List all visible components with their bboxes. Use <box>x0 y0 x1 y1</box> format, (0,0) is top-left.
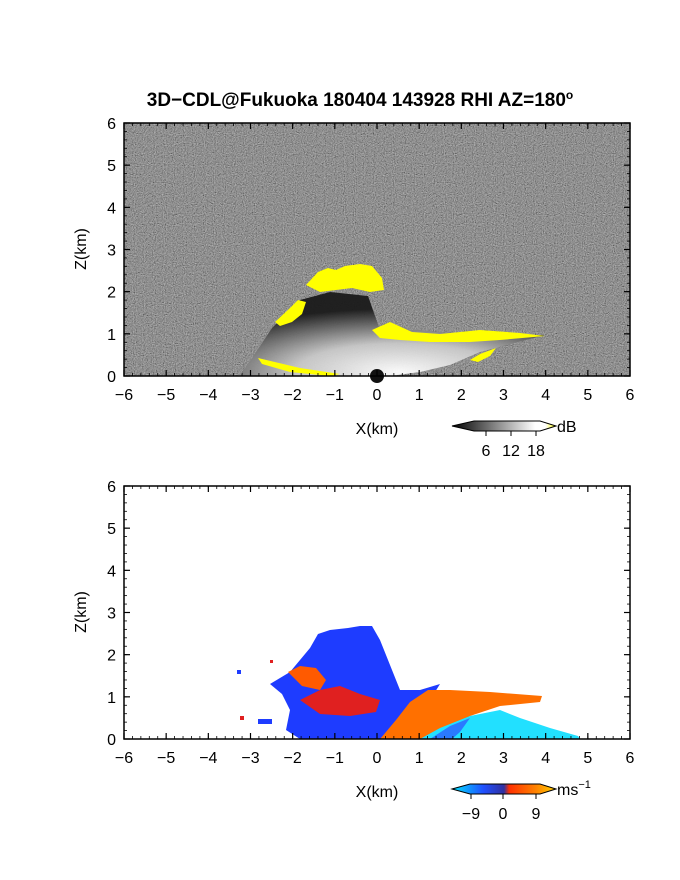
panel-1-axes: −6 −5 −4 −3 −2 −1 0 1 2 3 4 5 6 0 1 2 3 4 5 6 <box>107 116 634 404</box>
colorbar-1-unit: dB <box>557 419 577 436</box>
y-tick-label: 0 <box>107 369 116 386</box>
y-axis-label: Z(km) <box>73 591 90 633</box>
x-tick-label: −2 <box>284 750 302 767</box>
x-tick-label: 2 <box>457 750 466 767</box>
x-tick-label: 5 <box>583 387 592 404</box>
y-tick-label: 0 <box>107 732 116 749</box>
y-tick-label: 6 <box>107 116 116 133</box>
x-tick-label: 1 <box>415 750 424 767</box>
x-tick-label: −1 <box>326 750 344 767</box>
x-tick-label: 0 <box>373 750 382 767</box>
velocity-blue-mid <box>430 718 470 739</box>
y-tick-label: 3 <box>107 606 116 623</box>
y-tick-label: 3 <box>107 243 116 260</box>
colorbar-1-tick: 18 <box>527 443 545 460</box>
x-tick-label: 1 <box>415 387 424 404</box>
panel-2-axes: −6 −5 −4 −3 −2 −1 0 1 2 3 4 5 6 0 1 2 3 4 5 6 <box>107 479 634 767</box>
x-tick-label: 6 <box>626 387 635 404</box>
x-tick-label: −1 <box>326 387 344 404</box>
x-tick-label: −3 <box>241 387 259 404</box>
echo-upper-left <box>275 300 306 326</box>
x-tick-label: −5 <box>157 750 175 767</box>
echo-cloud-top <box>306 264 384 292</box>
colorbar-1-tick: 6 <box>482 443 491 460</box>
x-tick-label: 3 <box>499 387 508 404</box>
echo-ground-line <box>258 358 340 376</box>
velocity-outflow <box>380 690 542 739</box>
x-axis-label: X(km) <box>356 421 399 438</box>
colorbar-1: 6 12 18 dB <box>451 419 577 460</box>
colorbar-2-tick: 0 <box>499 806 508 823</box>
velocity-red-upper-left <box>288 666 326 690</box>
colorbar-2: −9 0 9 ms−1 <box>450 779 591 823</box>
x-tick-label: −3 <box>241 750 259 767</box>
panel-1-plot-area <box>123 122 631 383</box>
y-tick-label: 1 <box>107 327 116 344</box>
y-tick-label: 4 <box>107 200 116 217</box>
colorbar-2-tick: −9 <box>462 806 480 823</box>
colorbar-1-tick: 12 <box>502 443 520 460</box>
x-tick-label: −5 <box>157 387 175 404</box>
echo-anvil <box>372 322 545 342</box>
y-tick-label: 1 <box>107 690 116 707</box>
x-tick-label: −6 <box>115 750 133 767</box>
x-axis-label: X(km) <box>356 784 399 801</box>
y-tick-label: 6 <box>107 479 116 496</box>
echo-anvil-lower <box>470 348 496 362</box>
x-tick-label: −6 <box>115 387 133 404</box>
x-tick-label: 2 <box>457 387 466 404</box>
x-tick-label: −4 <box>199 387 217 404</box>
panel-2-plot-area <box>123 485 631 740</box>
y-tick-label: 5 <box>107 521 116 538</box>
colorbar-2-tick: 9 <box>532 806 541 823</box>
x-tick-label: −2 <box>284 387 302 404</box>
x-tick-label: 4 <box>541 750 550 767</box>
velocity-red-mid <box>300 686 380 716</box>
x-tick-label: 4 <box>541 387 550 404</box>
chart-title: 3D−CDL@Fukuoka 180404 143928 RHI AZ=180o <box>147 88 574 111</box>
y-tick-label: 4 <box>107 563 116 580</box>
velocity-blue-region <box>270 626 440 739</box>
x-tick-label: 6 <box>626 750 635 767</box>
colorbar-2-unit: ms−1 <box>557 779 591 799</box>
y-axis-label: Z(km) <box>73 228 90 270</box>
x-tick-label: −4 <box>199 750 217 767</box>
y-tick-label: 2 <box>107 648 116 665</box>
y-tick-label: 5 <box>107 158 116 175</box>
x-tick-label: 0 <box>373 387 382 404</box>
y-tick-label: 2 <box>107 285 116 302</box>
x-tick-label: 3 <box>499 750 508 767</box>
x-tick-label: 5 <box>583 750 592 767</box>
